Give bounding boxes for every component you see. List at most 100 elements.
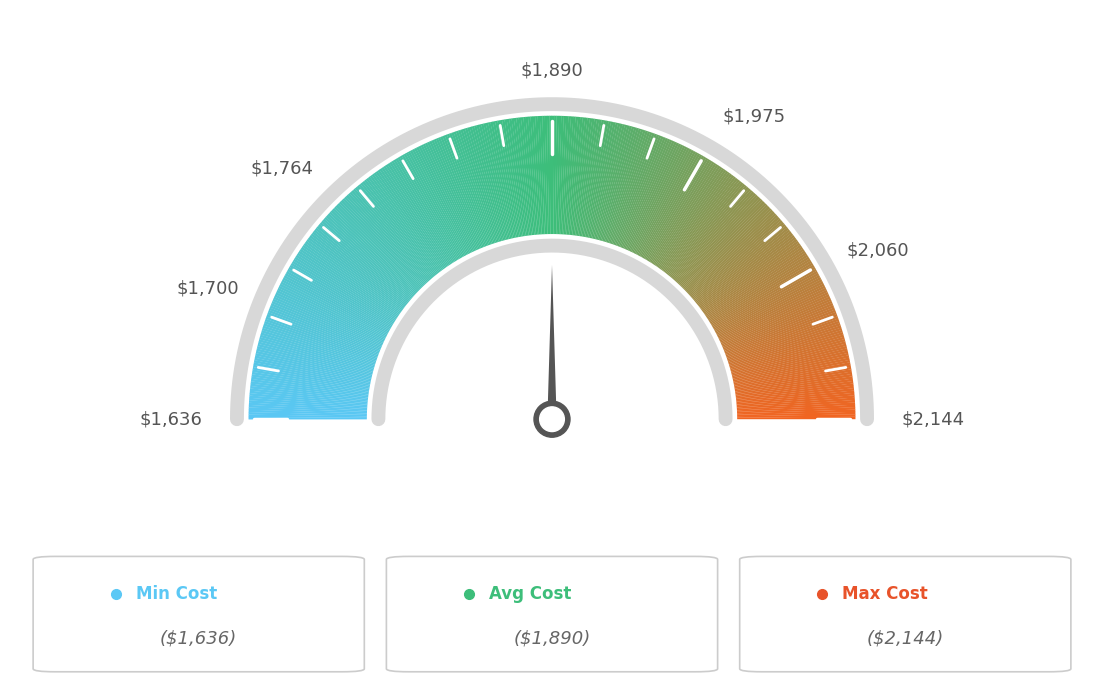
Wedge shape [679, 198, 762, 285]
Wedge shape [724, 309, 836, 354]
Wedge shape [709, 257, 809, 322]
Wedge shape [682, 203, 766, 288]
Wedge shape [736, 391, 854, 403]
Wedge shape [635, 148, 690, 254]
Wedge shape [262, 330, 375, 366]
Wedge shape [590, 122, 616, 238]
Wedge shape [421, 145, 474, 253]
Wedge shape [263, 323, 376, 362]
Wedge shape [274, 297, 383, 346]
Wedge shape [546, 116, 551, 234]
Wedge shape [735, 376, 852, 395]
Wedge shape [346, 195, 427, 284]
Wedge shape [736, 383, 853, 399]
Wedge shape [251, 384, 368, 399]
Wedge shape [684, 208, 772, 291]
Wedge shape [655, 167, 723, 266]
Wedge shape [258, 342, 373, 373]
Wedge shape [380, 168, 448, 267]
Wedge shape [397, 157, 459, 260]
Wedge shape [599, 126, 633, 241]
Wedge shape [329, 211, 417, 294]
Wedge shape [698, 233, 794, 307]
Wedge shape [658, 170, 729, 268]
Wedge shape [720, 290, 828, 342]
Wedge shape [638, 151, 697, 256]
Wedge shape [615, 134, 657, 246]
Wedge shape [476, 125, 508, 240]
Wedge shape [400, 156, 460, 259]
Wedge shape [248, 410, 367, 415]
Wedge shape [330, 210, 418, 293]
Wedge shape [478, 124, 509, 239]
Wedge shape [305, 241, 402, 312]
Wedge shape [736, 393, 854, 404]
Wedge shape [570, 117, 583, 235]
Wedge shape [732, 346, 847, 376]
Wedge shape [690, 217, 779, 297]
Wedge shape [704, 246, 803, 315]
Wedge shape [265, 319, 378, 359]
Wedge shape [681, 201, 765, 287]
Wedge shape [731, 341, 846, 373]
Wedge shape [286, 271, 391, 330]
Wedge shape [521, 117, 534, 235]
Wedge shape [672, 188, 751, 279]
Text: $1,636: $1,636 [139, 411, 202, 428]
Wedge shape [250, 393, 368, 405]
Wedge shape [705, 250, 806, 317]
Wedge shape [719, 288, 827, 340]
Wedge shape [592, 123, 620, 239]
Text: ($1,890): ($1,890) [513, 629, 591, 647]
Wedge shape [471, 126, 505, 241]
Wedge shape [391, 161, 455, 262]
Wedge shape [649, 160, 712, 262]
Wedge shape [588, 121, 614, 238]
Wedge shape [275, 292, 384, 343]
Wedge shape [287, 269, 391, 329]
Wedge shape [596, 125, 627, 240]
Wedge shape [332, 208, 420, 291]
Wedge shape [697, 229, 790, 304]
Wedge shape [250, 400, 368, 409]
Wedge shape [285, 273, 390, 331]
Wedge shape [601, 126, 635, 241]
Wedge shape [304, 243, 402, 313]
Wedge shape [554, 116, 559, 234]
Wedge shape [710, 260, 811, 324]
Wedge shape [289, 265, 393, 326]
Wedge shape [670, 185, 747, 277]
Wedge shape [699, 235, 795, 308]
Wedge shape [456, 130, 495, 244]
Wedge shape [708, 255, 808, 320]
FancyBboxPatch shape [33, 556, 364, 672]
Wedge shape [405, 152, 464, 257]
Wedge shape [357, 186, 434, 277]
Wedge shape [248, 402, 368, 411]
Wedge shape [732, 348, 848, 377]
Wedge shape [612, 132, 652, 244]
Wedge shape [735, 371, 852, 392]
Wedge shape [733, 355, 849, 382]
Wedge shape [580, 119, 599, 236]
Wedge shape [715, 277, 821, 334]
Text: Avg Cost: Avg Cost [489, 585, 572, 604]
Wedge shape [371, 174, 443, 270]
Wedge shape [725, 312, 837, 355]
Wedge shape [276, 290, 384, 342]
Wedge shape [737, 417, 856, 420]
Wedge shape [618, 136, 664, 247]
Wedge shape [463, 128, 499, 242]
Wedge shape [606, 129, 644, 243]
Wedge shape [702, 243, 800, 313]
Wedge shape [254, 357, 371, 383]
Wedge shape [492, 121, 518, 237]
Text: $2,060: $2,060 [847, 241, 910, 259]
Wedge shape [302, 245, 401, 314]
Circle shape [534, 401, 570, 437]
Wedge shape [703, 244, 802, 314]
Wedge shape [591, 122, 618, 239]
Wedge shape [562, 116, 571, 235]
Wedge shape [605, 128, 641, 242]
Wedge shape [438, 137, 484, 248]
